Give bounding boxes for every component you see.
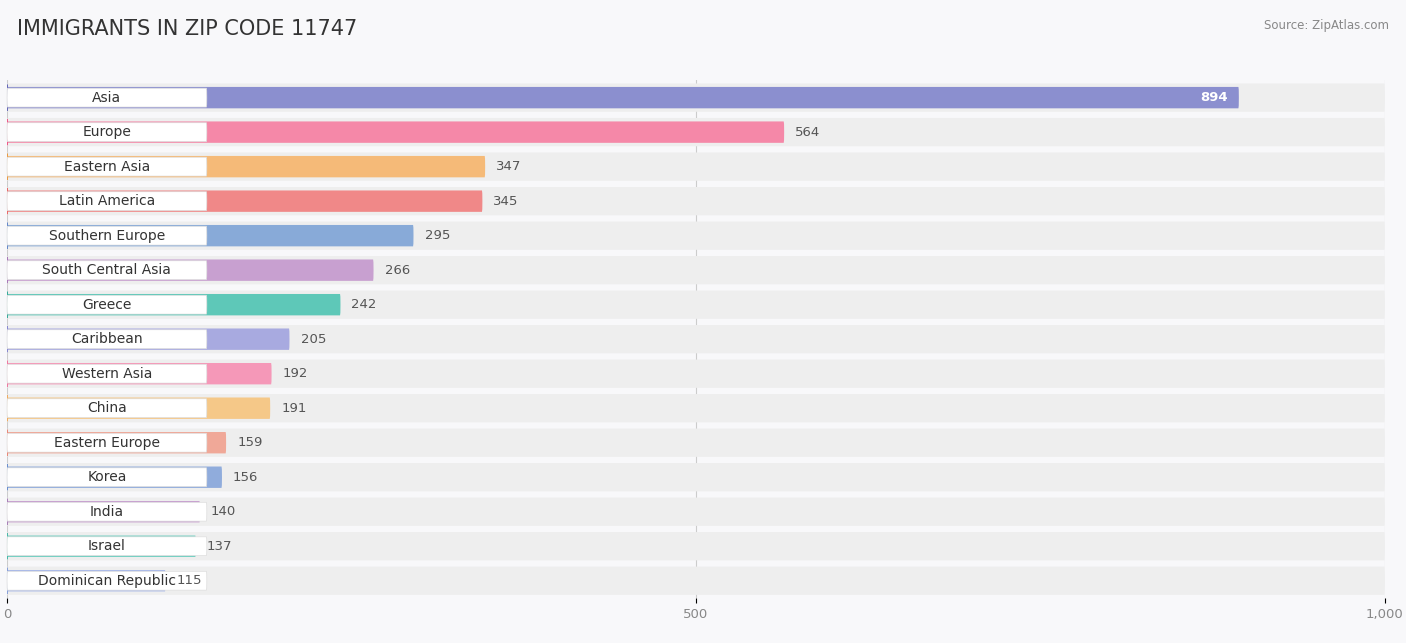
Text: 137: 137 <box>207 539 232 553</box>
FancyBboxPatch shape <box>7 329 290 350</box>
FancyBboxPatch shape <box>7 467 222 488</box>
FancyBboxPatch shape <box>7 433 207 452</box>
FancyBboxPatch shape <box>7 537 207 556</box>
Text: 266: 266 <box>385 264 409 276</box>
Text: 115: 115 <box>177 574 202 587</box>
FancyBboxPatch shape <box>7 330 207 349</box>
FancyBboxPatch shape <box>7 394 1385 422</box>
FancyBboxPatch shape <box>7 158 207 176</box>
Text: Southern Europe: Southern Europe <box>49 229 165 242</box>
Text: 192: 192 <box>283 367 308 380</box>
FancyBboxPatch shape <box>7 260 374 281</box>
FancyBboxPatch shape <box>7 88 207 107</box>
FancyBboxPatch shape <box>7 87 1239 108</box>
FancyBboxPatch shape <box>7 225 413 246</box>
Text: Korea: Korea <box>87 470 127 484</box>
FancyBboxPatch shape <box>7 122 785 143</box>
Text: Europe: Europe <box>83 125 131 139</box>
FancyBboxPatch shape <box>7 295 207 314</box>
FancyBboxPatch shape <box>7 397 270 419</box>
FancyBboxPatch shape <box>7 192 207 210</box>
Text: 140: 140 <box>211 505 236 518</box>
FancyBboxPatch shape <box>7 536 195 557</box>
Text: Source: ZipAtlas.com: Source: ZipAtlas.com <box>1264 19 1389 32</box>
Text: Greece: Greece <box>82 298 132 312</box>
Text: 347: 347 <box>496 160 522 173</box>
FancyBboxPatch shape <box>7 256 1385 284</box>
FancyBboxPatch shape <box>7 156 485 177</box>
Text: Latin America: Latin America <box>59 194 155 208</box>
FancyBboxPatch shape <box>7 432 226 453</box>
Text: Western Asia: Western Asia <box>62 367 152 381</box>
FancyBboxPatch shape <box>7 463 1385 491</box>
FancyBboxPatch shape <box>7 291 1385 319</box>
FancyBboxPatch shape <box>7 498 1385 526</box>
FancyBboxPatch shape <box>7 325 1385 354</box>
Text: Eastern Europe: Eastern Europe <box>53 436 160 449</box>
Text: India: India <box>90 505 124 519</box>
FancyBboxPatch shape <box>7 123 207 141</box>
FancyBboxPatch shape <box>7 84 1385 112</box>
FancyBboxPatch shape <box>7 226 207 245</box>
FancyBboxPatch shape <box>7 294 340 315</box>
Text: 564: 564 <box>796 125 821 139</box>
Text: 295: 295 <box>425 229 450 242</box>
FancyBboxPatch shape <box>7 152 1385 181</box>
Text: IMMIGRANTS IN ZIP CODE 11747: IMMIGRANTS IN ZIP CODE 11747 <box>17 19 357 39</box>
FancyBboxPatch shape <box>7 365 207 383</box>
FancyBboxPatch shape <box>7 118 1385 147</box>
Text: 159: 159 <box>238 436 263 449</box>
FancyBboxPatch shape <box>7 532 1385 561</box>
Text: South Central Asia: South Central Asia <box>42 263 172 277</box>
Text: 205: 205 <box>301 332 326 346</box>
FancyBboxPatch shape <box>7 359 1385 388</box>
FancyBboxPatch shape <box>7 502 207 521</box>
FancyBboxPatch shape <box>7 399 207 417</box>
Text: 191: 191 <box>281 402 307 415</box>
Text: 242: 242 <box>352 298 377 311</box>
Text: Asia: Asia <box>93 91 121 105</box>
Text: China: China <box>87 401 127 415</box>
FancyBboxPatch shape <box>7 501 200 522</box>
FancyBboxPatch shape <box>7 468 207 487</box>
Text: 894: 894 <box>1201 91 1227 104</box>
Text: Caribbean: Caribbean <box>72 332 143 346</box>
Text: 156: 156 <box>233 471 259 484</box>
FancyBboxPatch shape <box>7 187 1385 215</box>
FancyBboxPatch shape <box>7 190 482 212</box>
Text: Eastern Asia: Eastern Asia <box>63 159 150 174</box>
FancyBboxPatch shape <box>7 221 1385 250</box>
Text: Dominican Republic: Dominican Republic <box>38 574 176 588</box>
Text: 345: 345 <box>494 195 519 208</box>
FancyBboxPatch shape <box>7 261 207 280</box>
Text: Israel: Israel <box>89 539 127 553</box>
FancyBboxPatch shape <box>7 363 271 385</box>
FancyBboxPatch shape <box>7 566 1385 595</box>
FancyBboxPatch shape <box>7 572 207 590</box>
FancyBboxPatch shape <box>7 428 1385 457</box>
FancyBboxPatch shape <box>7 570 166 592</box>
